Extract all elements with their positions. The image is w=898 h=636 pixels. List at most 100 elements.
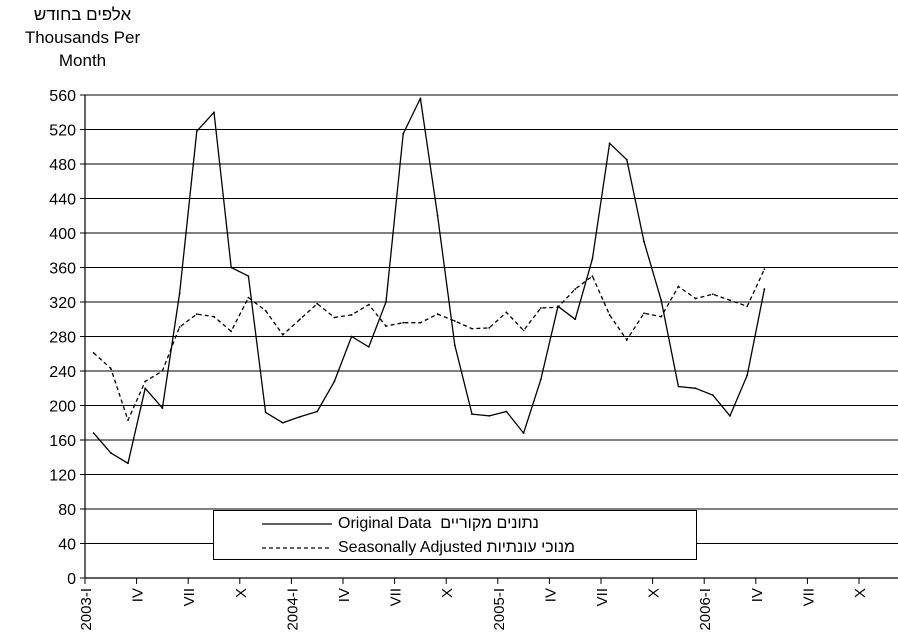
x-tick-label-5: IV (336, 588, 353, 602)
data-point-adjusted-2004-06 (385, 325, 387, 328)
data-point-original-2005-05 (574, 318, 577, 321)
data-point-adjusted-2005-01 (505, 311, 508, 314)
data-point-adjusted-2005-03 (539, 307, 542, 309)
data-point-original-2005-09 (643, 240, 645, 243)
data-point-adjusted-2003-04 (144, 380, 147, 383)
x-tick-label-2: VII (181, 588, 198, 606)
data-point-original-2006-04 (763, 288, 766, 290)
data-point-original-2006-03 (746, 374, 749, 377)
data-point-adjusted-2005-02 (522, 329, 525, 332)
y-tick-label-0: 0 (67, 571, 76, 588)
data-point-original-2004-04 (350, 335, 353, 338)
y-tick-label-240: 240 (49, 364, 76, 381)
legend-swatch-solid-line (262, 523, 332, 525)
data-point-original-2004-02 (316, 410, 319, 413)
data-point-original-2003-05 (161, 407, 164, 409)
y-tick-label-400: 400 (49, 226, 76, 243)
series-line-original-data (93, 97, 766, 464)
data-point-original-2003-01 (92, 432, 95, 434)
legend-label-seasonally-adjusted: Seasonally Adjusted מנוכי עונתיות (338, 539, 576, 556)
data-point-original-2003-11 (264, 411, 267, 414)
data-point-adjusted-2005-09 (643, 312, 645, 315)
data-point-adjusted-2005-11 (677, 285, 680, 288)
y-axis-label-hebrew: אלפים בחודש (33, 5, 132, 24)
data-point-adjusted-2003-09 (230, 330, 233, 333)
data-point-original-2004-03 (333, 380, 336, 383)
y-tick-label-160: 160 (49, 433, 76, 450)
x-tick-label-15: X (852, 588, 869, 598)
y-tick-label-360: 360 (49, 261, 76, 278)
data-point-adjusted-2005-07 (608, 314, 611, 316)
data-point-adjusted-2005-05 (574, 288, 577, 290)
data-point-original-2004-08 (419, 97, 422, 100)
data-point-adjusted-2003-02 (109, 367, 112, 370)
data-point-original-2005-08 (625, 158, 628, 161)
x-tick-label-7: X (439, 588, 456, 598)
data-point-original-2004-05 (367, 345, 370, 348)
data-point-original-2003-08 (213, 111, 215, 114)
data-point-original-2005-06 (591, 257, 594, 260)
data-point-adjusted-2006-04 (763, 268, 766, 271)
data-point-original-2003-07 (195, 130, 198, 133)
data-point-original-2003-10 (247, 275, 250, 278)
data-point-original-2005-02 (522, 432, 525, 434)
legend-label-original: Original Data נתונים מקוריים (338, 515, 539, 532)
data-point-adjusted-2005-08 (625, 339, 628, 341)
y-tick-label-480: 480 (49, 157, 76, 174)
data-point-original-2005-10 (660, 299, 663, 302)
data-point-original-2003-04 (144, 387, 147, 390)
data-point-adjusted-2005-06 (591, 275, 594, 278)
data-point-adjusted-2003-06 (178, 326, 181, 328)
data-point-original-2006-02 (729, 414, 731, 417)
data-point-adjusted-2004-05 (367, 303, 370, 306)
y-tick-label-560: 560 (49, 88, 76, 105)
x-tick-label-4: 2004-I (284, 588, 301, 631)
data-point-adjusted-2006-02 (729, 299, 731, 302)
x-tick-label-3: X (233, 588, 250, 598)
y-tick-label-440: 440 (49, 192, 76, 209)
data-point-original-2003-03 (127, 462, 129, 465)
x-tick-label-10: VII (594, 588, 611, 606)
data-point-original-2003-02 (109, 452, 112, 454)
x-tick-label-14: VII (800, 588, 817, 606)
chart-legend: Original Data נתונים מקוריים Seasonally … (213, 510, 697, 560)
data-point-adjusted-2004-11 (471, 327, 473, 330)
data-point-original-2006-01 (711, 394, 714, 397)
y-tick-label-200: 200 (49, 399, 76, 416)
data-point-original-2005-11 (677, 385, 680, 388)
data-point-original-2004-09 (436, 214, 439, 217)
x-tick-label-11: X (646, 588, 663, 598)
data-point-original-2003-06 (178, 292, 181, 295)
data-point-adjusted-2003-03 (127, 419, 129, 422)
x-tick-label-9: IV (542, 588, 559, 602)
series-line-seasonally-adjusted (93, 268, 765, 421)
data-point-adjusted-2004-03 (333, 316, 336, 319)
data-point-adjusted-2004-01 (299, 318, 301, 321)
data-point-original-2004-10 (453, 344, 456, 347)
data-point-original-2004-07 (402, 132, 405, 135)
x-tick-label-6: VII (388, 588, 405, 606)
y-tick-label-320: 320 (49, 295, 76, 312)
data-point-adjusted-2003-01 (92, 351, 95, 354)
data-point-original-2004-11 (471, 413, 473, 416)
data-point-adjusted-2004-08 (419, 321, 422, 324)
data-point-original-2004-12 (488, 414, 491, 417)
data-point-original-2005-12 (694, 387, 697, 390)
data-point-original-2005-03 (539, 378, 542, 381)
data-point-adjusted-2004-09 (436, 313, 439, 315)
data-point-original-2003-09 (230, 266, 233, 269)
data-point-adjusted-2003-10 (247, 296, 250, 299)
x-tick-label-13: IV (749, 588, 766, 602)
data-point-adjusted-2004-07 (402, 321, 405, 324)
data-point-adjusted-2005-10 (660, 315, 663, 318)
y-tick-label-120: 120 (49, 468, 76, 485)
y-tick-label-520: 520 (49, 123, 76, 140)
data-point-original-2005-07 (608, 142, 611, 145)
x-tick-label-12: 2006-I (697, 588, 714, 631)
data-point-adjusted-2004-02 (316, 302, 319, 305)
y-axis-label-english-1: Thousands Per (24, 28, 141, 47)
data-point-original-2004-06 (385, 301, 387, 303)
y-tick-label-280: 280 (49, 330, 76, 347)
